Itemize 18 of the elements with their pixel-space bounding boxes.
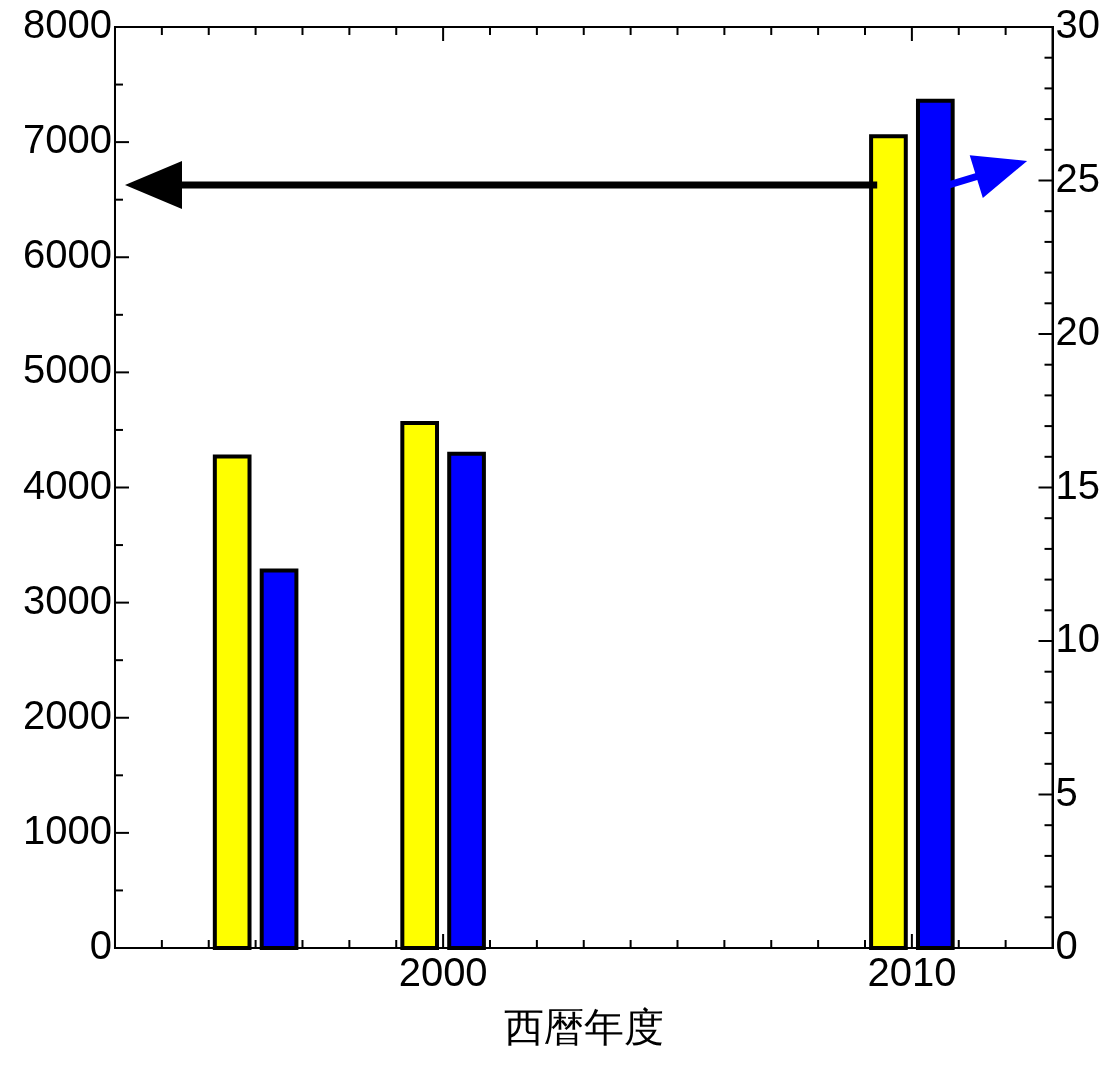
y-tick-label: 6000 [23,232,112,277]
y2-tick-label: 0 [1055,923,1078,968]
y-tick-label: 4000 [23,462,112,507]
y-tick-label: 1000 [23,807,112,852]
y-tick-label: 0 [89,923,112,968]
y-tick-label: 2000 [23,692,112,737]
y-tick-label: 8000 [23,2,112,47]
y-tick-label: 5000 [23,347,112,392]
y2-tick-label: 10 [1055,616,1101,661]
y-tick-label: 3000 [23,577,112,622]
x-tick-label: 2010 [867,950,957,995]
y2-tick-label: 30 [1055,2,1101,47]
y-tick-label: 7000 [23,117,112,162]
x-axis-title: 西暦年度 [503,1005,664,1050]
y2-tick-label: 20 [1055,309,1101,354]
y2-tick-label: 25 [1055,155,1101,200]
y2-tick-label: 15 [1055,462,1101,507]
y2-tick-label: 5 [1055,769,1078,814]
